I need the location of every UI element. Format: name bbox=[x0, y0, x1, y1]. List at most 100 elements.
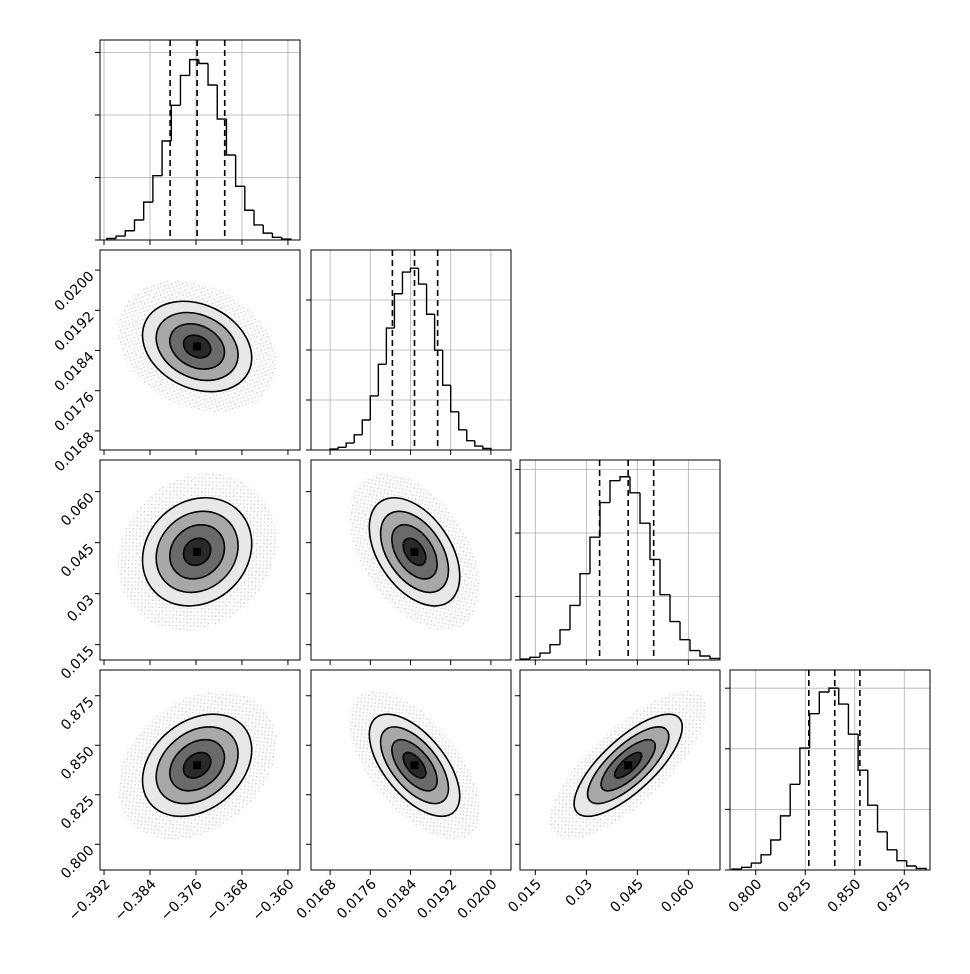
histogram-bin bbox=[886, 831, 897, 851]
histogram-bin bbox=[207, 63, 218, 86]
panel-frame bbox=[99, 459, 301, 661]
contour bbox=[141, 713, 253, 818]
y-tick-label: 0.0176 bbox=[52, 389, 98, 435]
density-peak bbox=[193, 547, 202, 556]
histogram-bin bbox=[669, 594, 680, 623]
contour bbox=[169, 323, 226, 370]
contour bbox=[368, 496, 461, 607]
histogram-bin bbox=[896, 849, 907, 862]
contour bbox=[169, 738, 226, 792]
x-tick-label: −0.376 bbox=[158, 876, 206, 924]
panel-frame bbox=[310, 459, 512, 661]
panel-frame bbox=[99, 669, 301, 871]
histogram-bin bbox=[152, 174, 163, 203]
histogram-bin bbox=[377, 363, 387, 396]
x-tick-label: 0.0184 bbox=[374, 876, 420, 922]
histogram-bin bbox=[699, 650, 710, 657]
panel bbox=[549, 691, 707, 840]
histogram-bin bbox=[539, 652, 550, 658]
histogram-bin bbox=[262, 224, 273, 234]
contour bbox=[379, 726, 450, 805]
y-tick-label: 0.0168 bbox=[52, 429, 98, 475]
panel-frame bbox=[519, 459, 721, 661]
panel bbox=[100, 40, 300, 240]
x-tick-label: 0.0176 bbox=[334, 876, 380, 922]
histogram-bin bbox=[789, 783, 800, 816]
histogram-bin bbox=[549, 643, 560, 654]
contour bbox=[155, 311, 239, 382]
panel-frame bbox=[519, 669, 721, 871]
histogram-bin bbox=[559, 629, 570, 645]
contour bbox=[368, 713, 461, 818]
histogram-bin bbox=[740, 866, 752, 870]
y-tick-label: 0.015 bbox=[58, 643, 98, 683]
histogram-bin bbox=[760, 854, 771, 864]
histogram-bin bbox=[225, 119, 236, 156]
histogram-bin bbox=[337, 446, 347, 450]
histogram-bin bbox=[133, 219, 144, 231]
x-tick-label: 0.800 bbox=[726, 876, 766, 916]
panel bbox=[117, 280, 277, 413]
density-peak bbox=[624, 761, 633, 770]
histogram-bin bbox=[124, 230, 135, 237]
histogram-bin bbox=[179, 74, 190, 106]
histogram-bin bbox=[474, 440, 483, 447]
y-tick-label: 0.0192 bbox=[52, 309, 98, 355]
histogram-bin bbox=[520, 658, 530, 660]
panel bbox=[348, 473, 481, 631]
histogram-bin bbox=[579, 572, 590, 606]
x-tick-label: −0.368 bbox=[204, 876, 252, 924]
y-tick-label: 0.850 bbox=[58, 744, 98, 784]
histogram-bin bbox=[629, 476, 640, 494]
histogram-bin bbox=[441, 350, 451, 386]
contour bbox=[182, 537, 212, 567]
histogram-bin bbox=[482, 446, 492, 450]
histogram-bin bbox=[142, 201, 153, 220]
density-peak bbox=[193, 342, 202, 351]
contour bbox=[402, 537, 427, 567]
y-tick-label: 0.060 bbox=[58, 490, 98, 530]
density-peak bbox=[410, 761, 419, 770]
x-tick-label: 0.045 bbox=[607, 876, 647, 916]
contour bbox=[391, 738, 438, 792]
histogram-bin bbox=[253, 210, 264, 226]
histogram-bin bbox=[345, 442, 355, 448]
histogram-bin bbox=[770, 839, 781, 855]
histogram-bin bbox=[529, 656, 540, 660]
panel bbox=[311, 250, 511, 450]
contour bbox=[182, 334, 212, 359]
histogram-bin bbox=[876, 805, 888, 833]
histogram-bin bbox=[709, 656, 720, 660]
histogram-bin bbox=[433, 314, 443, 351]
histogram-bin bbox=[679, 621, 690, 641]
histogram-bin bbox=[170, 104, 181, 141]
panel-frame bbox=[729, 669, 931, 871]
contour bbox=[402, 751, 427, 779]
histogram-bin bbox=[198, 59, 209, 65]
y-tick-label: 0.875 bbox=[58, 694, 98, 734]
contour bbox=[155, 510, 239, 594]
y-tick-label: 0.03 bbox=[64, 592, 97, 625]
histogram-bin bbox=[458, 411, 467, 431]
y-tick-label: 0.0184 bbox=[52, 349, 98, 395]
histogram-bin bbox=[838, 688, 849, 705]
x-tick-label: −0.392 bbox=[66, 876, 114, 924]
panel bbox=[117, 473, 277, 631]
histogram-bin bbox=[234, 155, 245, 188]
histogram-bin bbox=[779, 815, 791, 840]
contour bbox=[141, 496, 253, 607]
histogram-bin bbox=[361, 419, 371, 435]
histogram-bin bbox=[808, 712, 820, 749]
panel bbox=[730, 670, 930, 870]
histogram-bin bbox=[857, 734, 868, 771]
histogram-bin bbox=[689, 639, 700, 652]
panel-frame bbox=[310, 669, 512, 871]
contour bbox=[391, 523, 438, 580]
histogram-bin bbox=[188, 58, 199, 76]
histogram-bin bbox=[353, 434, 363, 444]
histogram-bin bbox=[915, 866, 927, 870]
contour bbox=[141, 300, 253, 393]
x-tick-label: 0.825 bbox=[775, 876, 815, 916]
